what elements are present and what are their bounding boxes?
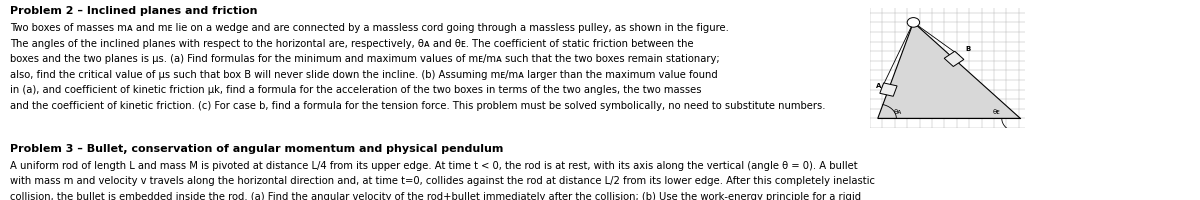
Polygon shape (877, 22, 1020, 118)
Polygon shape (944, 51, 964, 66)
Text: Problem 2 – Inclined planes and friction: Problem 2 – Inclined planes and friction (10, 6, 258, 16)
Text: The angles of the inclined planes with respect to the horizontal are, respective: The angles of the inclined planes with r… (10, 39, 694, 49)
Text: with mass m and velocity v travels along the horizontal direction and, at time t: with mass m and velocity v travels along… (10, 177, 875, 187)
Text: also, find the critical value of μs such that box B will never slide down the in: also, find the critical value of μs such… (10, 70, 718, 80)
Text: θᴀ: θᴀ (893, 109, 901, 115)
Text: in (a), and coefficient of kinetic friction μk, find a formula for the accelerat: in (a), and coefficient of kinetic frict… (10, 85, 702, 95)
Text: A uniform rod of length L and mass M is pivoted at distance L/4 from its upper e: A uniform rod of length L and mass M is … (10, 161, 858, 171)
Text: θᴇ: θᴇ (992, 109, 1001, 115)
Text: Two boxes of masses mᴀ and mᴇ lie on a wedge and are connected by a massless cor: Two boxes of masses mᴀ and mᴇ lie on a w… (10, 23, 728, 33)
Text: boxes and the two planes is μs. (a) Find formulas for the minimum and maximum va: boxes and the two planes is μs. (a) Find… (10, 54, 720, 64)
Text: Problem 3 – Bullet, conservation of angular momentum and physical pendulum: Problem 3 – Bullet, conservation of angu… (10, 144, 503, 154)
Text: B: B (965, 46, 971, 52)
Text: collision, the bullet is embedded inside the rod. (a) Find the angular velocity : collision, the bullet is embedded inside… (10, 192, 862, 200)
Text: A: A (876, 83, 882, 89)
Polygon shape (880, 83, 898, 96)
Text: and the coefficient of kinetic friction. (c) For case b, find a formula for the : and the coefficient of kinetic friction.… (10, 101, 826, 111)
Circle shape (907, 18, 919, 27)
